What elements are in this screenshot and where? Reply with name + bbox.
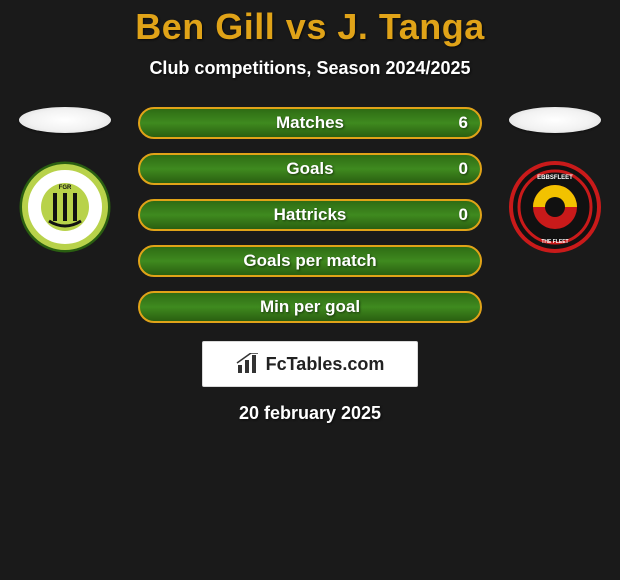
stat-bar-matches: Matches 6 bbox=[138, 107, 482, 139]
subtitle: Club competitions, Season 2024/2025 bbox=[0, 58, 620, 79]
page-title: Ben Gill vs J. Tanga bbox=[0, 6, 620, 48]
stats-column: Matches 6 Goals 0 Hattricks 0 Goals per … bbox=[120, 107, 500, 323]
left-club-badge: FGR bbox=[19, 161, 111, 253]
brand-text: FcTables.com bbox=[266, 354, 385, 375]
svg-text:FGR: FGR bbox=[59, 185, 72, 191]
svg-text:EBBSFLEET: EBBSFLEET bbox=[537, 175, 573, 181]
main-row: FGR Matches 6 Goals 0 Hattricks 0 bbox=[0, 107, 620, 323]
stat-label: Min per goal bbox=[260, 297, 360, 317]
ebbsfleet-badge-icon: EBBSFLEET THE FLEET bbox=[509, 161, 601, 253]
stat-value-right: 0 bbox=[459, 159, 468, 179]
stat-bar-hattricks: Hattricks 0 bbox=[138, 199, 482, 231]
brand-box[interactable]: FcTables.com bbox=[202, 341, 418, 387]
date-line: 20 february 2025 bbox=[0, 403, 620, 424]
stat-bar-goals-per-match: Goals per match bbox=[138, 245, 482, 277]
stat-bar-goals: Goals 0 bbox=[138, 153, 482, 185]
right-player-ellipse bbox=[509, 107, 601, 133]
right-club-badge: EBBSFLEET THE FLEET bbox=[509, 161, 601, 253]
stat-value-right: 6 bbox=[459, 113, 468, 133]
stat-label: Goals bbox=[286, 159, 333, 179]
stat-value-right: 0 bbox=[459, 205, 468, 225]
left-side: FGR bbox=[10, 107, 120, 253]
stat-label: Goals per match bbox=[243, 251, 376, 271]
comparison-card: Ben Gill vs J. Tanga Club competitions, … bbox=[0, 0, 620, 424]
stat-label: Matches bbox=[276, 113, 344, 133]
left-player-ellipse bbox=[19, 107, 111, 133]
forest-green-badge-icon: FGR bbox=[19, 161, 111, 253]
svg-text:THE FLEET: THE FLEET bbox=[541, 239, 568, 245]
right-side: EBBSFLEET THE FLEET bbox=[500, 107, 610, 253]
stat-bar-min-per-goal: Min per goal bbox=[138, 291, 482, 323]
bar-chart-icon bbox=[236, 353, 260, 375]
stat-label: Hattricks bbox=[274, 205, 347, 225]
